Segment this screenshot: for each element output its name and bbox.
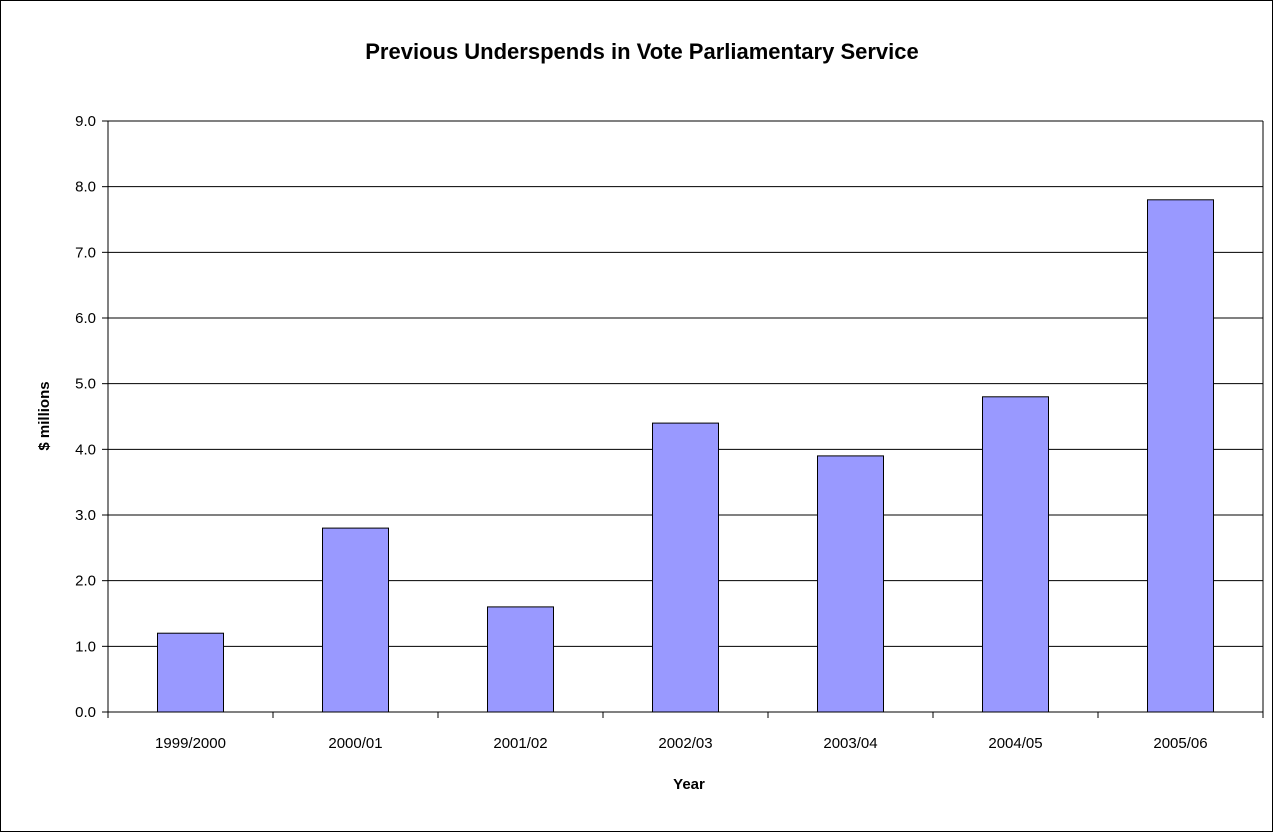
x-tick-label: 1999/2000	[155, 735, 226, 752]
bar	[322, 527, 389, 713]
y-axis-title: $ millions	[36, 381, 53, 450]
bar	[487, 606, 554, 713]
x-tick-label: 2005/06	[1153, 735, 1207, 752]
axes	[102, 120, 1264, 718]
y-tick-label: 4.0	[75, 441, 96, 458]
y-tick-label: 8.0	[75, 179, 96, 196]
y-tick-label: 3.0	[75, 507, 96, 524]
y-tick-label: 1.0	[75, 638, 96, 655]
bar	[652, 422, 719, 713]
y-tick-label: 5.0	[75, 376, 96, 393]
y-tick-label: 2.0	[75, 573, 96, 590]
y-tick-labels: 0.0 1.0 2.0 3.0 4.0 5.0 6.0 7.0 8.0 9.0	[75, 113, 96, 721]
y-tick-label: 7.0	[75, 244, 96, 261]
x-tick-labels: 1999/2000 2000/01 2001/02 2002/03 2003/04 200…	[155, 735, 1208, 752]
bar	[157, 632, 224, 713]
x-tick-label: 2003/04	[823, 735, 877, 752]
x-tick-label: 2002/03	[658, 735, 712, 752]
x-tick-label: 2001/02	[493, 735, 547, 752]
x-tick-label: 2000/01	[328, 735, 382, 752]
bars	[157, 199, 1214, 713]
x-axis-title: Year	[673, 776, 705, 793]
y-tick-label: 6.0	[75, 310, 96, 327]
chart-title: Previous Underspends in Vote Parliamenta…	[365, 39, 918, 64]
bar	[1147, 199, 1214, 713]
bar	[982, 396, 1049, 713]
x-tick-label: 2004/05	[988, 735, 1042, 752]
y-tick-label: 9.0	[75, 113, 96, 130]
gridlines	[108, 120, 1264, 712]
y-tick-label: 0.0	[75, 704, 96, 721]
bar	[817, 455, 884, 713]
